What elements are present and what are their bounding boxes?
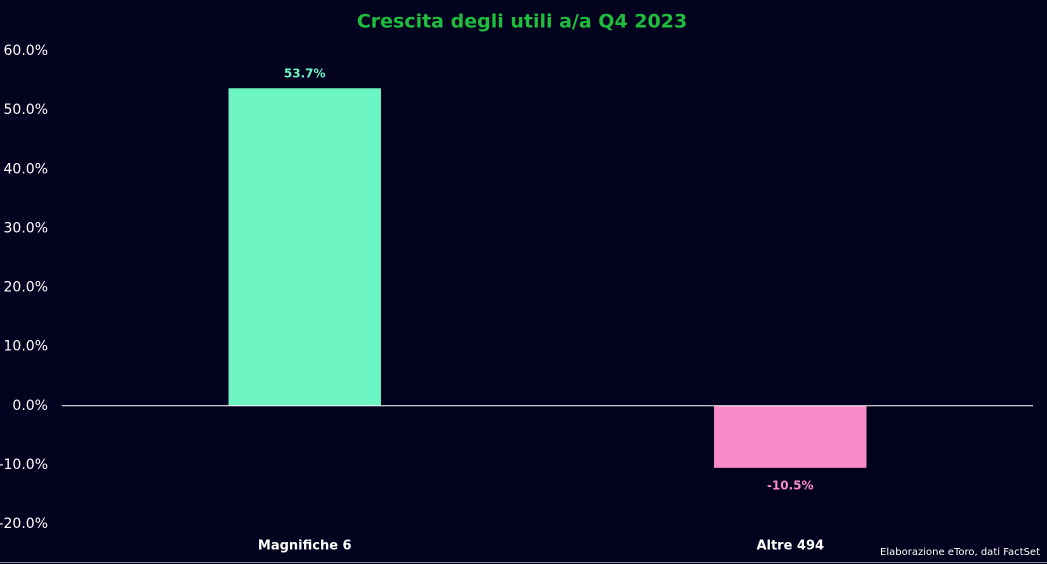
- source-note: Elaborazione eToro, dati FactSet: [880, 547, 1040, 558]
- y-tick-label: 50.0%: [4, 102, 48, 118]
- y-tick-label: 20.0%: [4, 280, 48, 296]
- value-label: -10.5%: [767, 478, 814, 492]
- y-tick-label: 30.0%: [4, 220, 48, 236]
- value-label: 53.7%: [284, 67, 326, 81]
- y-tick-label: 10.0%: [4, 339, 48, 355]
- x-tick-label: Altre 494: [756, 539, 824, 554]
- y-tick-label: 40.0%: [4, 161, 48, 177]
- y-tick-label: -10.0%: [0, 457, 48, 473]
- y-tick-label: 60.0%: [4, 43, 48, 59]
- bar: [228, 88, 381, 406]
- y-tick-label: 0.0%: [12, 398, 48, 414]
- bar: [714, 405, 867, 468]
- x-tick-label: Magnifiche 6: [258, 539, 352, 554]
- y-tick-label: -20.0%: [0, 516, 48, 532]
- chart-title: Crescita degli utili a/a Q4 2023: [357, 11, 687, 33]
